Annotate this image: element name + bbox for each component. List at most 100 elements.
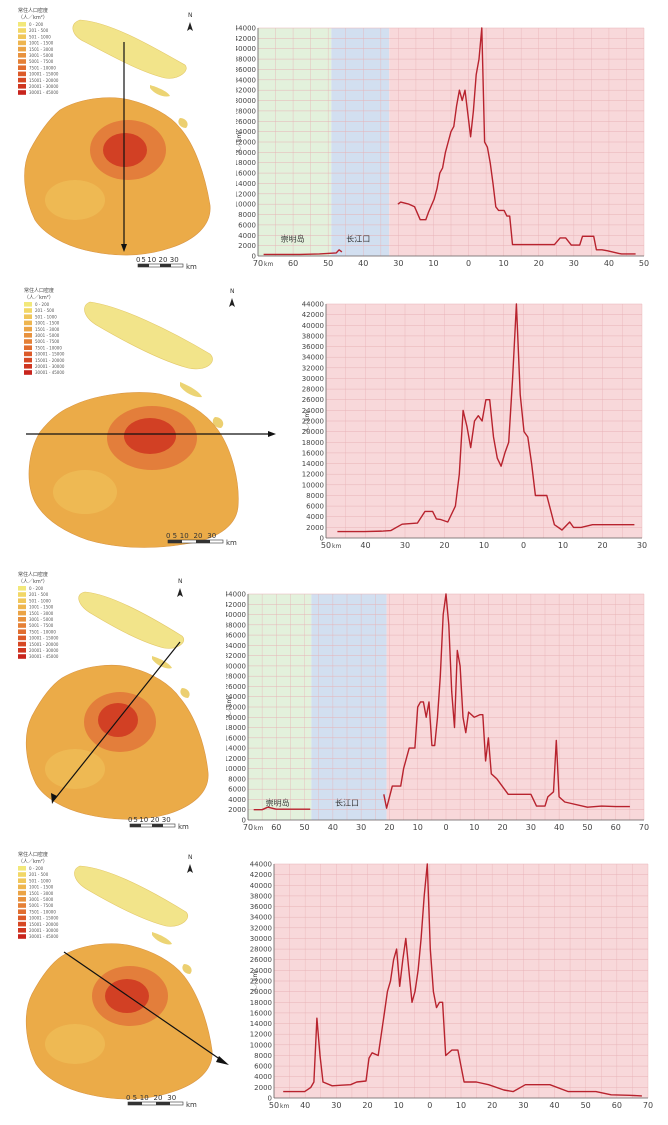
legend-swatch [18,915,26,921]
y-tick-label: 18000 [250,999,272,1007]
legend-swatch [18,641,26,647]
legend-swatch [18,623,26,628]
y-tick-label: 38000 [236,56,256,64]
legend-label: 0 - 200 [29,586,44,591]
x-tick-label: 0 [466,259,471,268]
scale-label: 30 [170,256,179,264]
legend-label: 7501 - 10000 [29,909,56,914]
legend-swatch [18,890,26,896]
y-tick-label: 36000 [236,66,256,74]
y-tick-label: 10000 [250,1041,272,1049]
x-tick-label: 0 [521,541,526,550]
x-unit-label: km [280,1103,289,1110]
y-tick-label: 34000 [236,76,256,84]
x-tick-label: 70 [243,823,253,832]
x-tick-label: 60 [271,823,281,832]
y-tick-label: 6000 [238,221,256,229]
y-tick-label: 44000 [226,591,246,599]
scale-label: 0 [166,532,170,540]
y-tick-label: 12000 [250,1031,272,1039]
x-tick-label: 30 [526,823,536,832]
north-arrow: N [229,288,235,307]
y-tick-label: 28000 [236,107,256,115]
y-tick-label: 0 [242,817,246,825]
legend-swatch [24,351,32,357]
y-tick-label: 24000 [302,407,324,415]
y-tick-label: 36000 [226,632,246,640]
x-tick-label: 70 [643,1101,653,1110]
y-tick-label: 16000 [250,1009,272,1017]
y-tick-label: 38000 [250,892,272,900]
urban-core [124,418,176,454]
y-tick-label: 34000 [250,914,272,922]
y-tick-label: 32000 [236,87,256,95]
x-tick-label: 40 [300,1101,310,1110]
y-tick-label: 40000 [250,882,272,890]
legend-swatch [18,610,26,616]
y-tick-label: 4000 [238,232,256,240]
legend-label: 20001 - 30000 [35,364,65,369]
x-tick-label: 20 [362,1101,372,1110]
figure-panel-1: 常住人口密度 （人／km²） 0 - 200 201 - 500 501 - 100… [0,0,668,280]
legend-swatch [18,90,26,95]
legend-swatch [18,928,26,933]
x-tick-label: 40 [549,1101,559,1110]
y-tick-label: 28000 [250,946,272,954]
x-tick-label: 20 [487,1101,497,1110]
urban-core [103,133,147,167]
y-tick-label: 0 [268,1095,272,1103]
y-tick-label: 12000 [302,471,324,479]
scale-label: 0 [126,1094,130,1102]
y-tick-label: 26000 [250,956,272,964]
scale-bar: 0 5 10 20 30 km [136,256,197,271]
north-label: N [178,578,183,585]
y-tick-label: 34000 [226,642,246,650]
x-tick-label: 50 [581,1101,591,1110]
legend-label: 0 - 200 [35,302,50,307]
density-profile-line [337,303,635,533]
legend-swatch [18,903,26,908]
y-tick-label: 32000 [250,924,272,932]
legend-swatch [18,654,26,659]
x-tick-label: 30 [356,823,366,832]
legend-label: 15001 - 20000 [29,78,59,83]
legend-swatch [18,598,26,603]
north-arrow-icon [187,864,193,873]
scale-label: 20 [159,256,168,264]
north-label: N [188,854,193,861]
north-arrow: N [177,578,183,597]
y-tick-label: 44000 [250,861,272,869]
scale-labels: 0 5 10 20 30 [126,1094,176,1102]
hengsha-island [212,417,224,428]
y-axis-label: 人／km² [236,130,243,154]
legend-label: 30001 - 45000 [29,654,59,659]
legend-label: 3001 - 5000 [35,333,60,338]
legend-swatch [18,872,26,877]
density-profile-line [253,593,630,811]
legend-swatch [24,339,32,344]
north-label: N [188,12,193,19]
suburb-zone [53,470,117,514]
legend-swatch [18,921,26,927]
y-tick-label: 14000 [250,1020,272,1028]
y-tick-label: 40000 [302,322,324,330]
scale-bar: 0 5 10 20 30 km [126,1094,197,1109]
y-tick-label: 16000 [226,734,246,742]
y-axis-label: 人／km² [226,695,233,719]
legend-label: 1001 - 1500 [29,41,54,46]
density-profile-line [263,27,636,256]
x-tick-label: 10 [558,541,568,550]
legend-swatch [18,34,26,39]
x-tick-label: 20 [597,541,607,550]
y-axis-label: 人／km² [304,409,311,433]
y-tick-label: 16000 [236,170,256,178]
chongming-island [84,301,213,370]
x-tick-label: 50 [639,259,649,268]
y-tick-label: 4000 [254,1073,272,1081]
legend-label: 7501 - 10000 [35,345,62,350]
legend-label: 501 - 1000 [29,598,51,603]
